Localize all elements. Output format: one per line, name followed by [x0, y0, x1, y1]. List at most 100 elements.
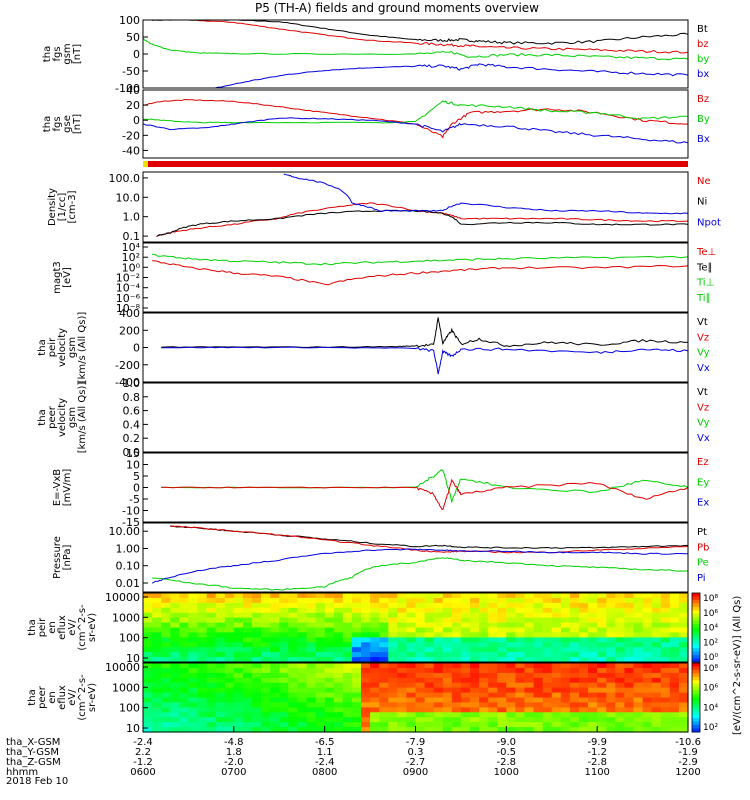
heatmap-cell: [324, 722, 335, 728]
heatmap-cell: [288, 727, 298, 733]
heatmap-cell: [161, 622, 171, 629]
heatmap-cell: [433, 612, 444, 619]
heatmap-cell: [224, 663, 235, 669]
heatmap-cell: [615, 667, 625, 674]
heatmap-cell: [470, 597, 480, 604]
heatmap-cell: [506, 727, 516, 733]
heatmap-cell: [524, 717, 535, 723]
heatmap-cell: [560, 597, 571, 604]
ephemeris-value: -2.4: [315, 757, 335, 768]
heatmap-cell: [315, 642, 326, 648]
heatmap-cell: [642, 647, 653, 653]
heatmap-cell: [615, 657, 625, 663]
heatmap-cell: [642, 712, 653, 718]
heatmap-cell: [651, 687, 662, 694]
heatmap-cell: [261, 692, 271, 699]
heatmap-cell: [406, 707, 417, 713]
y-axis-label: fgs: [52, 46, 63, 61]
heatmap-cell: [633, 642, 644, 648]
heatmap-cell: [224, 672, 235, 679]
heatmap-cell: [560, 652, 571, 658]
colorbar-cell: [692, 644, 700, 649]
heatmap-cell: [597, 663, 607, 669]
heatmap-cell: [215, 627, 226, 633]
heatmap-cell: [342, 677, 353, 684]
heatmap-cell: [297, 597, 308, 604]
heatmap-cell: [497, 707, 507, 713]
heatmap-cell: [542, 707, 553, 713]
heatmap-cell: [533, 602, 544, 609]
heatmap-cell: [170, 722, 180, 728]
heatmap-cell: [270, 593, 280, 599]
heatmap-cell: [642, 697, 653, 703]
heatmap-cell: [397, 647, 407, 653]
heatmap-cell: [170, 682, 180, 689]
heatmap-cell: [242, 667, 253, 674]
heatmap-cell: [351, 602, 362, 609]
heatmap-cell: [333, 642, 344, 648]
heatmap-cell: [515, 657, 526, 663]
heatmap-cell: [143, 712, 153, 718]
heatmap-cell: [224, 642, 235, 648]
heatmap-cell: [152, 682, 162, 689]
heatmap-cell: [397, 682, 407, 689]
heatmap-cell: [215, 663, 226, 669]
heatmap-cell: [415, 712, 426, 718]
heatmap-cell: [333, 702, 344, 708]
heatmap-cell: [370, 637, 380, 643]
heatmap-cell: [660, 663, 671, 669]
heatmap-cell: [424, 642, 435, 648]
heatmap-cell: [215, 672, 226, 679]
heatmap-cell: [188, 727, 199, 733]
heatmap-cell: [342, 647, 353, 653]
heatmap-cell: [542, 602, 553, 609]
heatmap-cell: [479, 617, 489, 624]
heatmap-cell: [143, 627, 153, 633]
heatmap-cell: [551, 667, 562, 674]
heatmap-cell: [624, 597, 635, 604]
heatmap-cell: [624, 627, 635, 633]
heatmap-cell: [143, 727, 153, 733]
heatmap-cell: [451, 657, 462, 663]
heatmap-cell: [406, 607, 417, 614]
heatmap-cell: [424, 712, 435, 718]
legend-0: Bz: [697, 94, 709, 105]
heatmap-cell: [333, 627, 344, 633]
heatmap-cell: [551, 682, 562, 689]
heatmap-cell: [215, 593, 226, 599]
heatmap-cell: [660, 602, 671, 609]
heatmap-cell: [460, 617, 471, 624]
heatmap-cell: [379, 602, 389, 609]
heatmap-cell: [370, 593, 380, 599]
heatmap-cell: [669, 722, 680, 728]
heatmap-cell: [506, 702, 516, 708]
heatmap-cell: [515, 727, 526, 733]
heatmap-cell: [660, 712, 671, 718]
heatmap-cell: [170, 647, 180, 653]
heatmap-cell: [542, 657, 553, 663]
heatmap-cell: [451, 663, 462, 669]
y-tick-label: 10⁻⁶: [116, 292, 141, 305]
heatmap-cell: [615, 612, 625, 619]
heatmap-cell: [197, 607, 208, 614]
heatmap-cell: [669, 607, 680, 614]
heatmap-cell: [270, 657, 280, 663]
heatmap-cell: [642, 657, 653, 663]
heatmap-cell: [551, 663, 562, 669]
heatmap-cell: [642, 682, 653, 689]
heatmap-cell: [569, 727, 580, 733]
heatmap-cell: [515, 717, 526, 723]
heatmap-cell: [388, 722, 398, 728]
heatmap-cell: [460, 692, 471, 699]
heatmap-cell: [615, 632, 625, 638]
colorbar-cell: [692, 651, 700, 656]
heatmap-cell: [379, 637, 389, 643]
heatmap-cell: [669, 657, 680, 663]
heatmap-cell: [533, 617, 544, 624]
heatmap-cell: [324, 652, 335, 658]
heatmap-cell: [342, 687, 353, 694]
heatmap-cell: [569, 637, 580, 643]
y-tick-label: 10⁻⁸: [116, 302, 141, 315]
